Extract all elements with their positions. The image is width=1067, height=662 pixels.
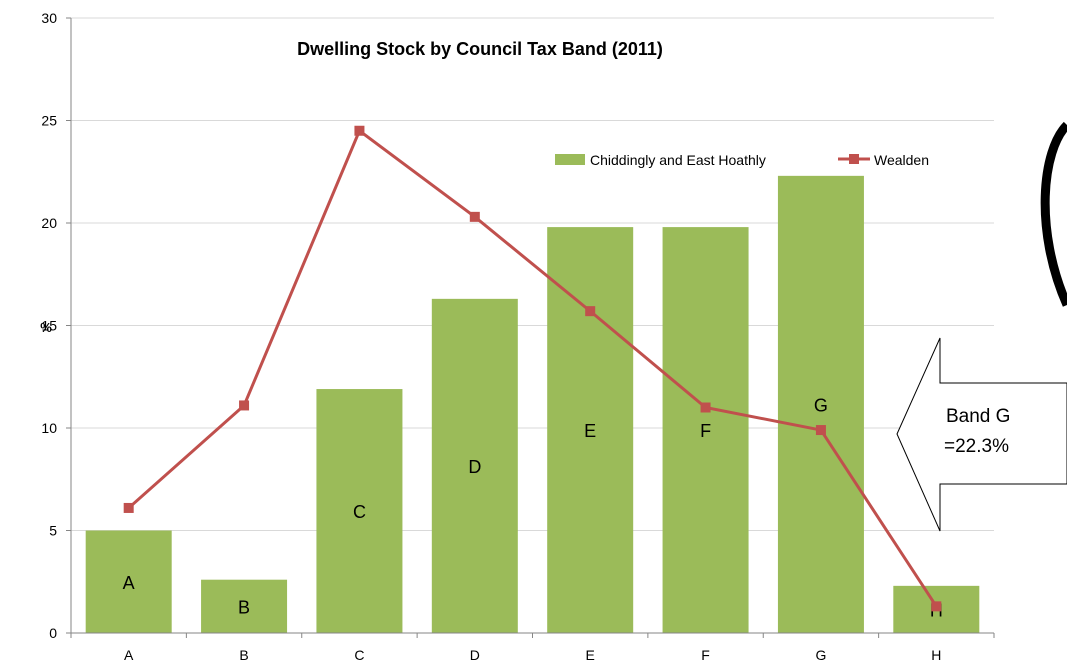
legend: Chiddingly and East Hoathly Wealden — [555, 152, 929, 168]
wealden-line — [127, 128, 938, 608]
y-tick-label: 15 — [41, 318, 57, 334]
legend-label-line: Wealden — [874, 152, 929, 168]
bar-label-B: B — [238, 597, 250, 617]
bar-E — [547, 227, 634, 633]
axes — [70, 18, 995, 638]
wealden-marker-D — [469, 211, 480, 222]
bar-label-A: A — [123, 573, 135, 593]
bar-series — [85, 175, 980, 633]
legend-swatch-marker — [849, 154, 859, 164]
x-tick-label: F — [701, 647, 710, 662]
x-tick-label: E — [586, 647, 595, 662]
x-tick-label: H — [931, 647, 941, 662]
x-tick-label: D — [470, 647, 480, 662]
bar-B — [201, 579, 288, 633]
band-g-callout: Band G =22.3% — [896, 337, 1067, 532]
bar-label-G: G — [814, 395, 828, 415]
wealden-marker-A — [123, 502, 134, 513]
bar-label-F: F — [700, 421, 711, 441]
x-tick-label: A — [124, 647, 134, 662]
y-tick-labels: 0 5 10 15 20 25 30 — [41, 10, 57, 641]
bar-label-D: D — [468, 457, 481, 477]
bar-C — [316, 389, 403, 633]
bar-F — [662, 227, 749, 633]
x-tick-label: C — [354, 647, 364, 662]
bar-A — [85, 530, 172, 633]
bar-label-E: E — [584, 421, 596, 441]
y-tick-label: 5 — [49, 523, 57, 539]
legend-label-bar: Chiddingly and East Hoathly — [590, 152, 766, 168]
callout-text-line1: Band G — [946, 406, 1010, 427]
x-tick-label: G — [815, 647, 826, 662]
y-axis-label: % — [40, 320, 52, 335]
y-tick-label: 25 — [41, 113, 57, 129]
callout-arrow-shape — [896, 337, 1067, 532]
y-tick-label: 30 — [41, 10, 57, 26]
y-tick-label: 0 — [49, 625, 57, 641]
callout-text-line2: =22.3% — [944, 436, 1009, 457]
chart-title: Dwelling Stock by Council Tax Band (2011… — [297, 39, 663, 59]
wealden-marker-G — [815, 425, 826, 436]
x-tick-labels: A B C D E F G H — [124, 647, 941, 662]
wealden-marker-B — [239, 400, 250, 411]
bar-G — [777, 175, 864, 633]
wealden-marker-E — [585, 306, 596, 317]
decorative-oval-fragment — [1040, 121, 1067, 307]
wealden-marker-C — [354, 125, 365, 136]
black-arc-decoration — [1040, 121, 1067, 307]
bar-label-C: C — [353, 502, 366, 522]
legend-swatch-bar — [555, 154, 585, 165]
wealden-marker-F — [700, 402, 711, 413]
y-tick-label: 10 — [41, 420, 57, 436]
y-tick-label: 20 — [41, 215, 57, 231]
line-series — [123, 125, 942, 612]
x-tick-label: B — [239, 647, 248, 662]
wealden-marker-H — [931, 601, 942, 612]
bar-D — [431, 298, 518, 633]
